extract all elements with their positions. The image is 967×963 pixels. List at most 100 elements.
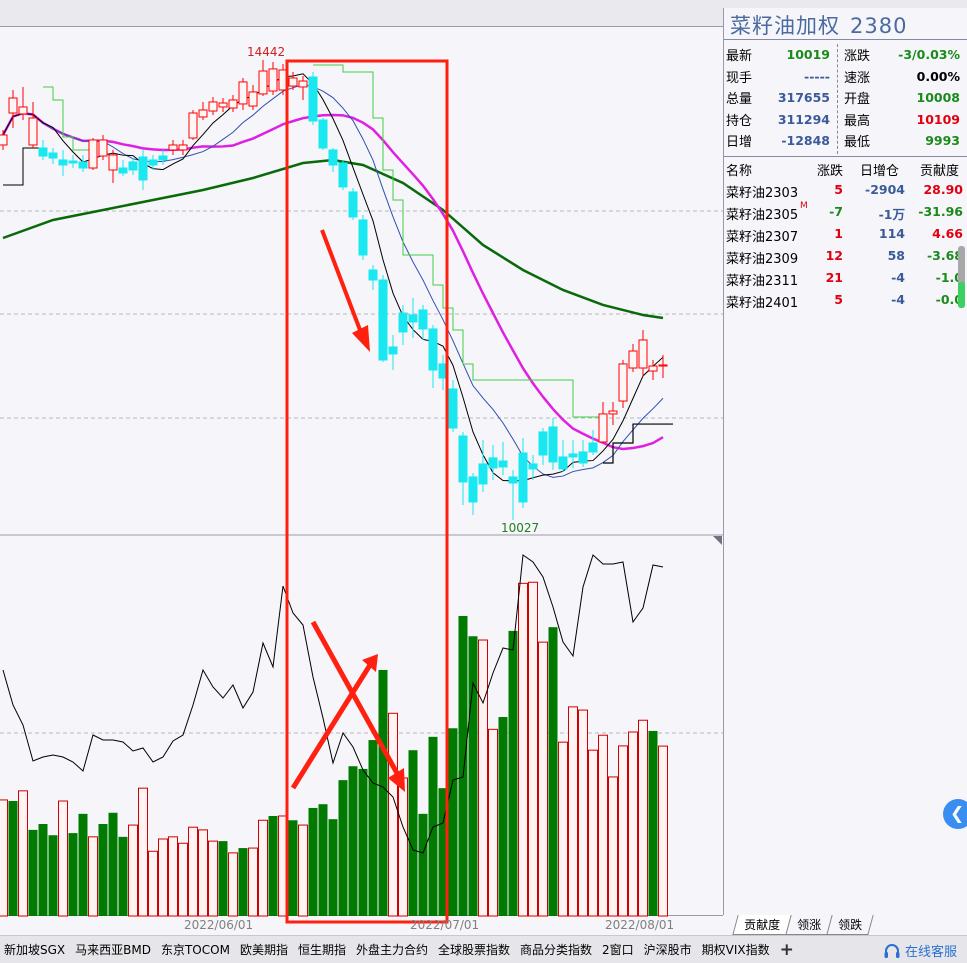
- column-header-change[interactable]: 涨跌: [817, 164, 844, 179]
- candle-down: [338, 159, 348, 190]
- volume-bar-up: [398, 777, 408, 917]
- candle-up: [598, 401, 608, 443]
- column-header-contribution[interactable]: 贡献度: [920, 164, 960, 179]
- tab-top-gainers[interactable]: 领涨: [785, 915, 833, 935]
- candle-body: [598, 413, 608, 443]
- online-service-label: 在线客服: [904, 945, 957, 960]
- candle-down: [518, 438, 528, 508]
- candle-body: [378, 279, 388, 361]
- candle-body: [368, 269, 378, 281]
- candle-down: [578, 439, 588, 467]
- candle-up: [168, 139, 178, 155]
- contract-contribution: -31.96: [918, 204, 963, 219]
- candle-body: [8, 97, 18, 114]
- instrument-title: 菜籽油加权 2380: [730, 10, 907, 40]
- volume-bar-up: [638, 719, 648, 917]
- volume-bar-up: [88, 836, 98, 917]
- candle-body: [228, 99, 238, 109]
- contract-name: 菜籽油2309: [726, 252, 799, 267]
- quote-row: 日增 -12848: [726, 130, 830, 151]
- add-button[interactable]: +: [779, 939, 794, 960]
- toolbar-item[interactable]: 新加坡SGX: [4, 943, 66, 957]
- candle-down: [568, 439, 578, 468]
- high-price-label: 14442: [247, 45, 285, 59]
- chevron-left-icon[interactable]: ❮: [943, 799, 967, 829]
- candle-body: [48, 152, 58, 159]
- volume-bar-down: [458, 615, 468, 916]
- contract-oi-change: -4: [891, 292, 905, 307]
- volume-bar-up: [178, 842, 188, 917]
- toolbar-item[interactable]: 外盘主力合约: [355, 943, 428, 957]
- volume-bar-up: [298, 824, 308, 917]
- quote-value: 311294: [777, 111, 830, 127]
- toolbar-item[interactable]: 商品分类指数: [520, 943, 593, 957]
- candle-up: [178, 139, 188, 155]
- moving-average-lines: [1, 64, 673, 482]
- volume-bar-up: [568, 706, 578, 917]
- column-header-name[interactable]: 名称: [726, 164, 753, 179]
- volume-bar-up: [658, 745, 668, 917]
- toolbar-item[interactable]: 期权VIX指数: [701, 943, 770, 957]
- volume-bar-up: [228, 852, 238, 917]
- tab-contribution[interactable]: 贡献度: [732, 915, 792, 935]
- contract-row[interactable]: 菜籽油2307 1 114 4.66: [724, 226, 967, 248]
- candle-down: [478, 439, 488, 492]
- toolbar-item[interactable]: 沪深股市: [643, 943, 692, 957]
- column-header-oi-change[interactable]: 日增仓: [860, 164, 900, 179]
- price-labels: 14442 10027: [247, 45, 539, 535]
- candle-body: [298, 80, 308, 88]
- step-line-upper: [313, 64, 603, 418]
- toolbar-item[interactable]: 全球股票指数: [437, 943, 510, 957]
- quote-label: 最高: [844, 113, 871, 129]
- contract-contribution: -1.0: [935, 270, 963, 285]
- tab-top-losers[interactable]: 领跌: [826, 915, 874, 935]
- panel-resize-icon[interactable]: [713, 536, 722, 545]
- scrollbar-thumb[interactable]: [958, 282, 965, 308]
- candle-up: [628, 343, 638, 372]
- toolbar-item[interactable]: 东京TOCOM: [160, 943, 230, 957]
- candle-body: [148, 159, 158, 166]
- volume-bar-down: [368, 740, 378, 916]
- quote-value: 317655: [777, 90, 830, 105]
- candle-down: [538, 428, 548, 465]
- scrollbar[interactable]: [958, 246, 965, 308]
- candle-body: [88, 139, 98, 169]
- candle-down: [418, 304, 428, 340]
- candle-body: [578, 451, 588, 464]
- contract-row[interactable]: 菜籽油2309 12 58 -3.68: [724, 248, 967, 270]
- candle-up: [98, 134, 108, 160]
- contract-oi-change: -2904: [865, 182, 905, 197]
- volume-bar-down: [438, 788, 448, 916]
- candle-down: [78, 154, 88, 172]
- annotations: [285, 59, 449, 924]
- volume-bar-down: [498, 717, 508, 916]
- online-service-button[interactable]: 在线客服: [883, 941, 957, 960]
- contract-row[interactable]: 菜籽油2401 5 -4 -0.0: [724, 292, 967, 314]
- toolbar-item[interactable]: 恒生期指: [297, 943, 346, 957]
- step-line-upper: [43, 86, 93, 151]
- volume-bar-up: [598, 734, 608, 917]
- kline-chart[interactable]: 14442 10027: [0, 0, 723, 935]
- contract-row[interactable]: 菜籽油2303 5 -2904 28.90: [724, 182, 967, 204]
- candle-body: [398, 312, 408, 333]
- contract-contribution: -0.0: [935, 292, 963, 307]
- volume-bar-down: [408, 750, 418, 916]
- candle-body: [38, 147, 48, 157]
- candle-body: [518, 452, 528, 503]
- candle-body: [18, 106, 28, 115]
- volume-bar-down: [8, 801, 18, 916]
- candle-up: [228, 94, 238, 112]
- volume-bar-down: [548, 627, 558, 916]
- candle-down: [558, 439, 568, 472]
- toolbar-item[interactable]: 2窗口: [602, 943, 634, 957]
- toolbar-item[interactable]: 马来西亚BMD: [75, 943, 151, 957]
- quote-table: 最新 10019 现手 ----- 总量 317655 持仓 311294 日增 -12848 涨跌…: [724, 39, 967, 157]
- contract-change: 21: [825, 270, 843, 285]
- contract-row[interactable]: 菜籽油2305 M -7 -1万 -31.96: [724, 201, 967, 226]
- toolbar-item[interactable]: 欧美期指: [239, 943, 288, 957]
- quote-row: 总量 317655: [726, 87, 830, 108]
- candle-down: [548, 418, 558, 470]
- contract-row[interactable]: 菜籽油2311 21 -4 -1.0: [724, 270, 967, 292]
- volume-bar-up: [138, 787, 148, 917]
- candle-down: [428, 324, 438, 388]
